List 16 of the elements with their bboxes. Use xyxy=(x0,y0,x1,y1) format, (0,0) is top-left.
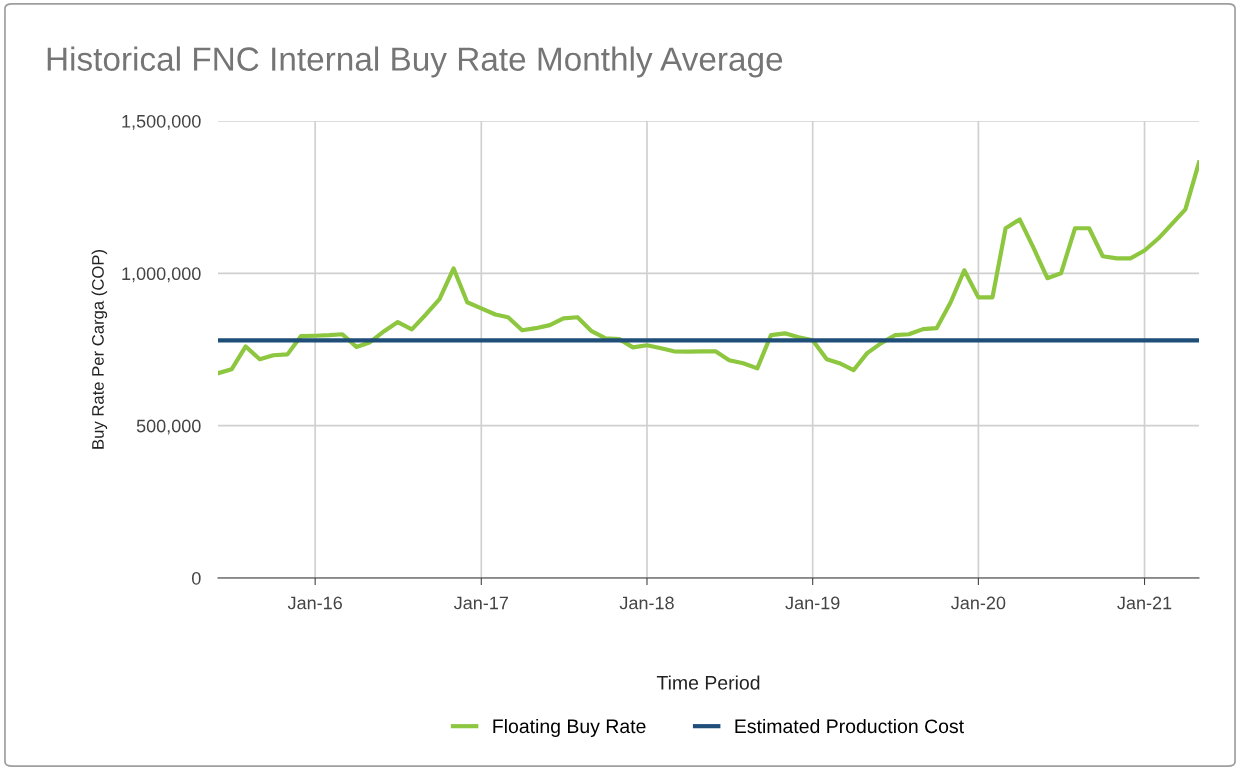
x-tick-label: Jan-21 xyxy=(1117,596,1172,610)
x-tick-label: Jan-17 xyxy=(453,596,508,610)
chart-title: Historical FNC Internal Buy Rate Monthly Average xyxy=(47,46,783,78)
y-tick-label: 1,000,000 xyxy=(122,267,201,283)
x-axis-title: Time Period xyxy=(656,675,760,690)
y-tick-label: 500,000 xyxy=(136,419,201,435)
y-axis-title: Buy Rate Per Carga (COP) xyxy=(91,250,108,449)
legend-label: Floating Buy Rate xyxy=(493,718,646,738)
x-tick-label: Jan-18 xyxy=(619,596,674,610)
x-tick-label: Jan-19 xyxy=(785,596,840,610)
y-tick-label: 0 xyxy=(192,571,201,585)
x-tick-label: Jan-20 xyxy=(951,596,1006,610)
y-tick-label: 1,500,000 xyxy=(122,114,201,130)
x-tick-label: Jan-16 xyxy=(287,596,342,610)
line-series xyxy=(218,160,1199,376)
legend-label: Estimated Production Cost xyxy=(735,718,964,734)
